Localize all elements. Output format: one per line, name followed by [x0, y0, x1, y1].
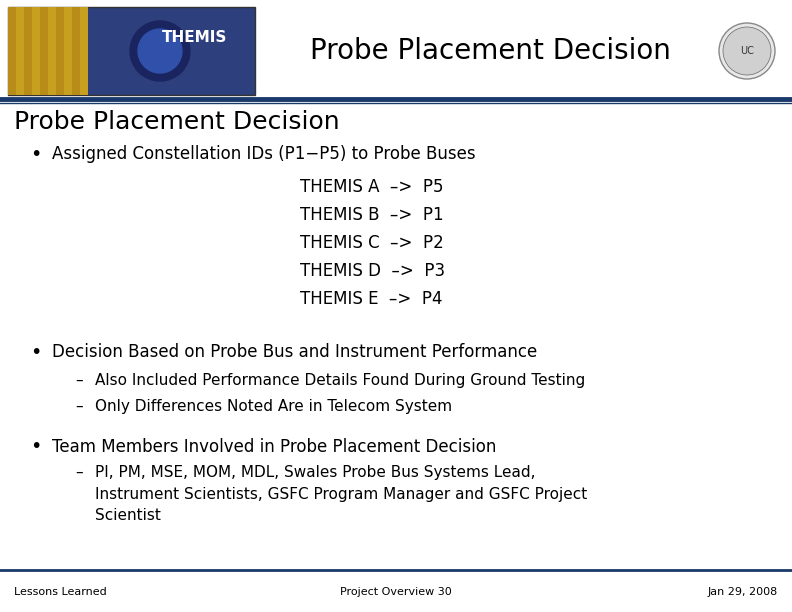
Bar: [8, 7, 16, 95]
Text: THEMIS B  –>  P1: THEMIS B –> P1: [300, 206, 444, 224]
Bar: [8, 7, 88, 95]
Bar: [72, 7, 80, 95]
Text: •: •: [30, 343, 41, 362]
Text: Only Differences Noted Are in Telecom System: Only Differences Noted Are in Telecom Sy…: [95, 398, 452, 414]
Text: PI, PM, MSE, MOM, MDL, Swales Probe Bus Systems Lead,: PI, PM, MSE, MOM, MDL, Swales Probe Bus …: [95, 465, 535, 479]
Bar: [8, 7, 255, 95]
Text: –: –: [75, 373, 82, 387]
Text: THEMIS: THEMIS: [162, 29, 227, 45]
Text: Team Members Involved in Probe Placement Decision: Team Members Involved in Probe Placement…: [52, 438, 497, 456]
Text: Assigned Constellation IDs (P1−P5) to Probe Buses: Assigned Constellation IDs (P1−P5) to Pr…: [52, 145, 476, 163]
Text: –: –: [75, 398, 82, 414]
Text: Project Overview 30: Project Overview 30: [340, 587, 452, 597]
Text: THEMIS E  –>  P4: THEMIS E –> P4: [300, 290, 443, 308]
Text: THEMIS A  –>  P5: THEMIS A –> P5: [300, 178, 444, 196]
Text: Probe Placement Decision: Probe Placement Decision: [310, 37, 671, 65]
Text: Decision Based on Probe Bus and Instrument Performance: Decision Based on Probe Bus and Instrume…: [52, 343, 537, 361]
Circle shape: [719, 23, 775, 79]
Circle shape: [138, 29, 182, 73]
Text: •: •: [30, 144, 41, 163]
Text: Jan 29, 2008: Jan 29, 2008: [708, 587, 778, 597]
Circle shape: [723, 27, 771, 75]
Text: UC: UC: [740, 46, 754, 56]
Circle shape: [130, 21, 190, 81]
Text: Instrument Scientists, GSFC Program Manager and GSFC Project: Instrument Scientists, GSFC Program Mana…: [95, 487, 587, 501]
Bar: [56, 7, 64, 95]
Text: Scientist: Scientist: [95, 509, 161, 523]
Text: •: •: [30, 438, 41, 457]
Bar: [24, 7, 32, 95]
Text: Also Included Performance Details Found During Ground Testing: Also Included Performance Details Found …: [95, 373, 585, 387]
Text: THEMIS C  –>  P2: THEMIS C –> P2: [300, 234, 444, 252]
Bar: [40, 7, 48, 95]
Text: Probe Placement Decision: Probe Placement Decision: [14, 110, 340, 134]
Text: –: –: [75, 465, 82, 479]
Text: Lessons Learned: Lessons Learned: [14, 587, 107, 597]
Text: THEMIS D  –>  P3: THEMIS D –> P3: [300, 262, 445, 280]
